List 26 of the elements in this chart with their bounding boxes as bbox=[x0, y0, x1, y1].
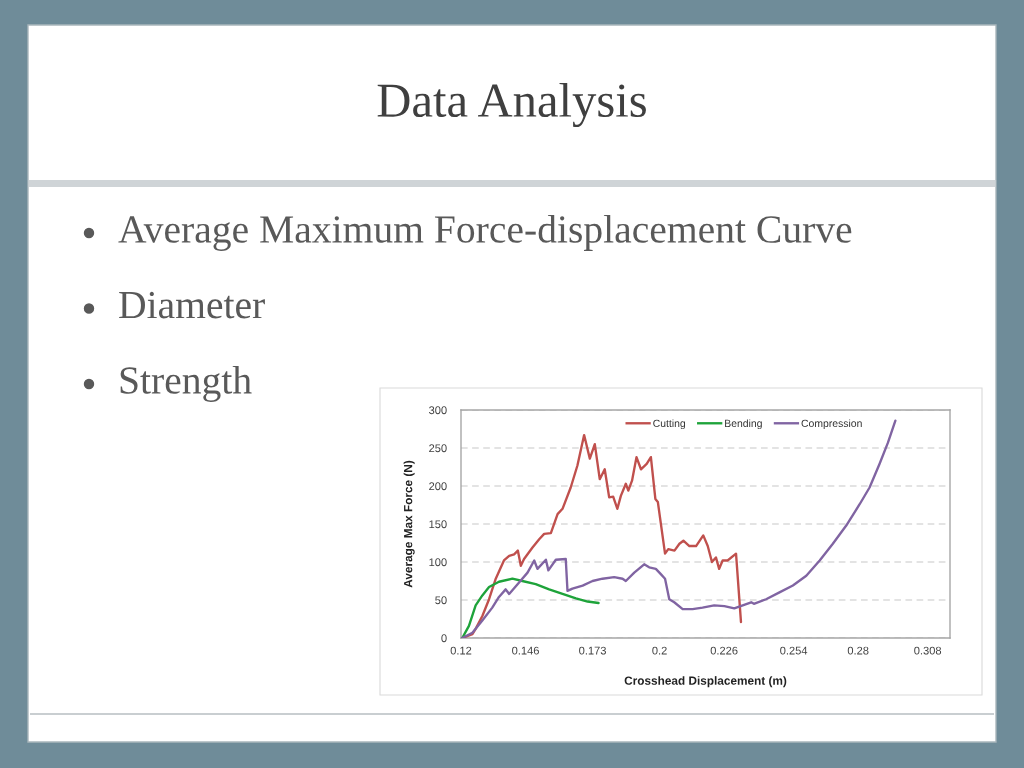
y-tick-label: 150 bbox=[429, 520, 447, 529]
text: Diameter bbox=[119, 291, 265, 319]
text: Average Maximum Force-displacement Curve bbox=[118, 215, 852, 251]
y-tick-label: 100 bbox=[429, 558, 447, 567]
legend-label: Compression bbox=[801, 419, 862, 430]
x-tick-label: 0.226 bbox=[710, 646, 738, 655]
y-tick-label: 250 bbox=[429, 444, 447, 453]
y-tick-label: 50 bbox=[435, 596, 447, 605]
x-tick-label: 0.28 bbox=[847, 646, 869, 655]
x-tick-label: 0.2 bbox=[652, 646, 667, 655]
y-tick-label: 200 bbox=[429, 482, 447, 491]
y-axis-title: Average Max Force (N) bbox=[403, 460, 415, 588]
line-series bbox=[461, 419, 897, 638]
legend-label: Cutting bbox=[653, 419, 686, 430]
text: Strength bbox=[120, 366, 252, 402]
chart-title: Data Analysis bbox=[377, 82, 646, 128]
x-axis-title: Crosshead Displacement (m) bbox=[624, 676, 787, 688]
x-tick-label: 0.254 bbox=[780, 646, 808, 655]
y-tick-label: 0 bbox=[441, 634, 447, 643]
x-tick-label: 0.308 bbox=[914, 646, 942, 655]
y-tick-label: 300 bbox=[429, 406, 447, 415]
legend-label: Bending bbox=[725, 419, 762, 430]
x-tick-label: 0.173 bbox=[579, 646, 606, 655]
x-tick-label: 0.146 bbox=[512, 646, 539, 655]
x-tick-label: 0.12 bbox=[450, 646, 472, 655]
line-series bbox=[461, 577, 600, 638]
